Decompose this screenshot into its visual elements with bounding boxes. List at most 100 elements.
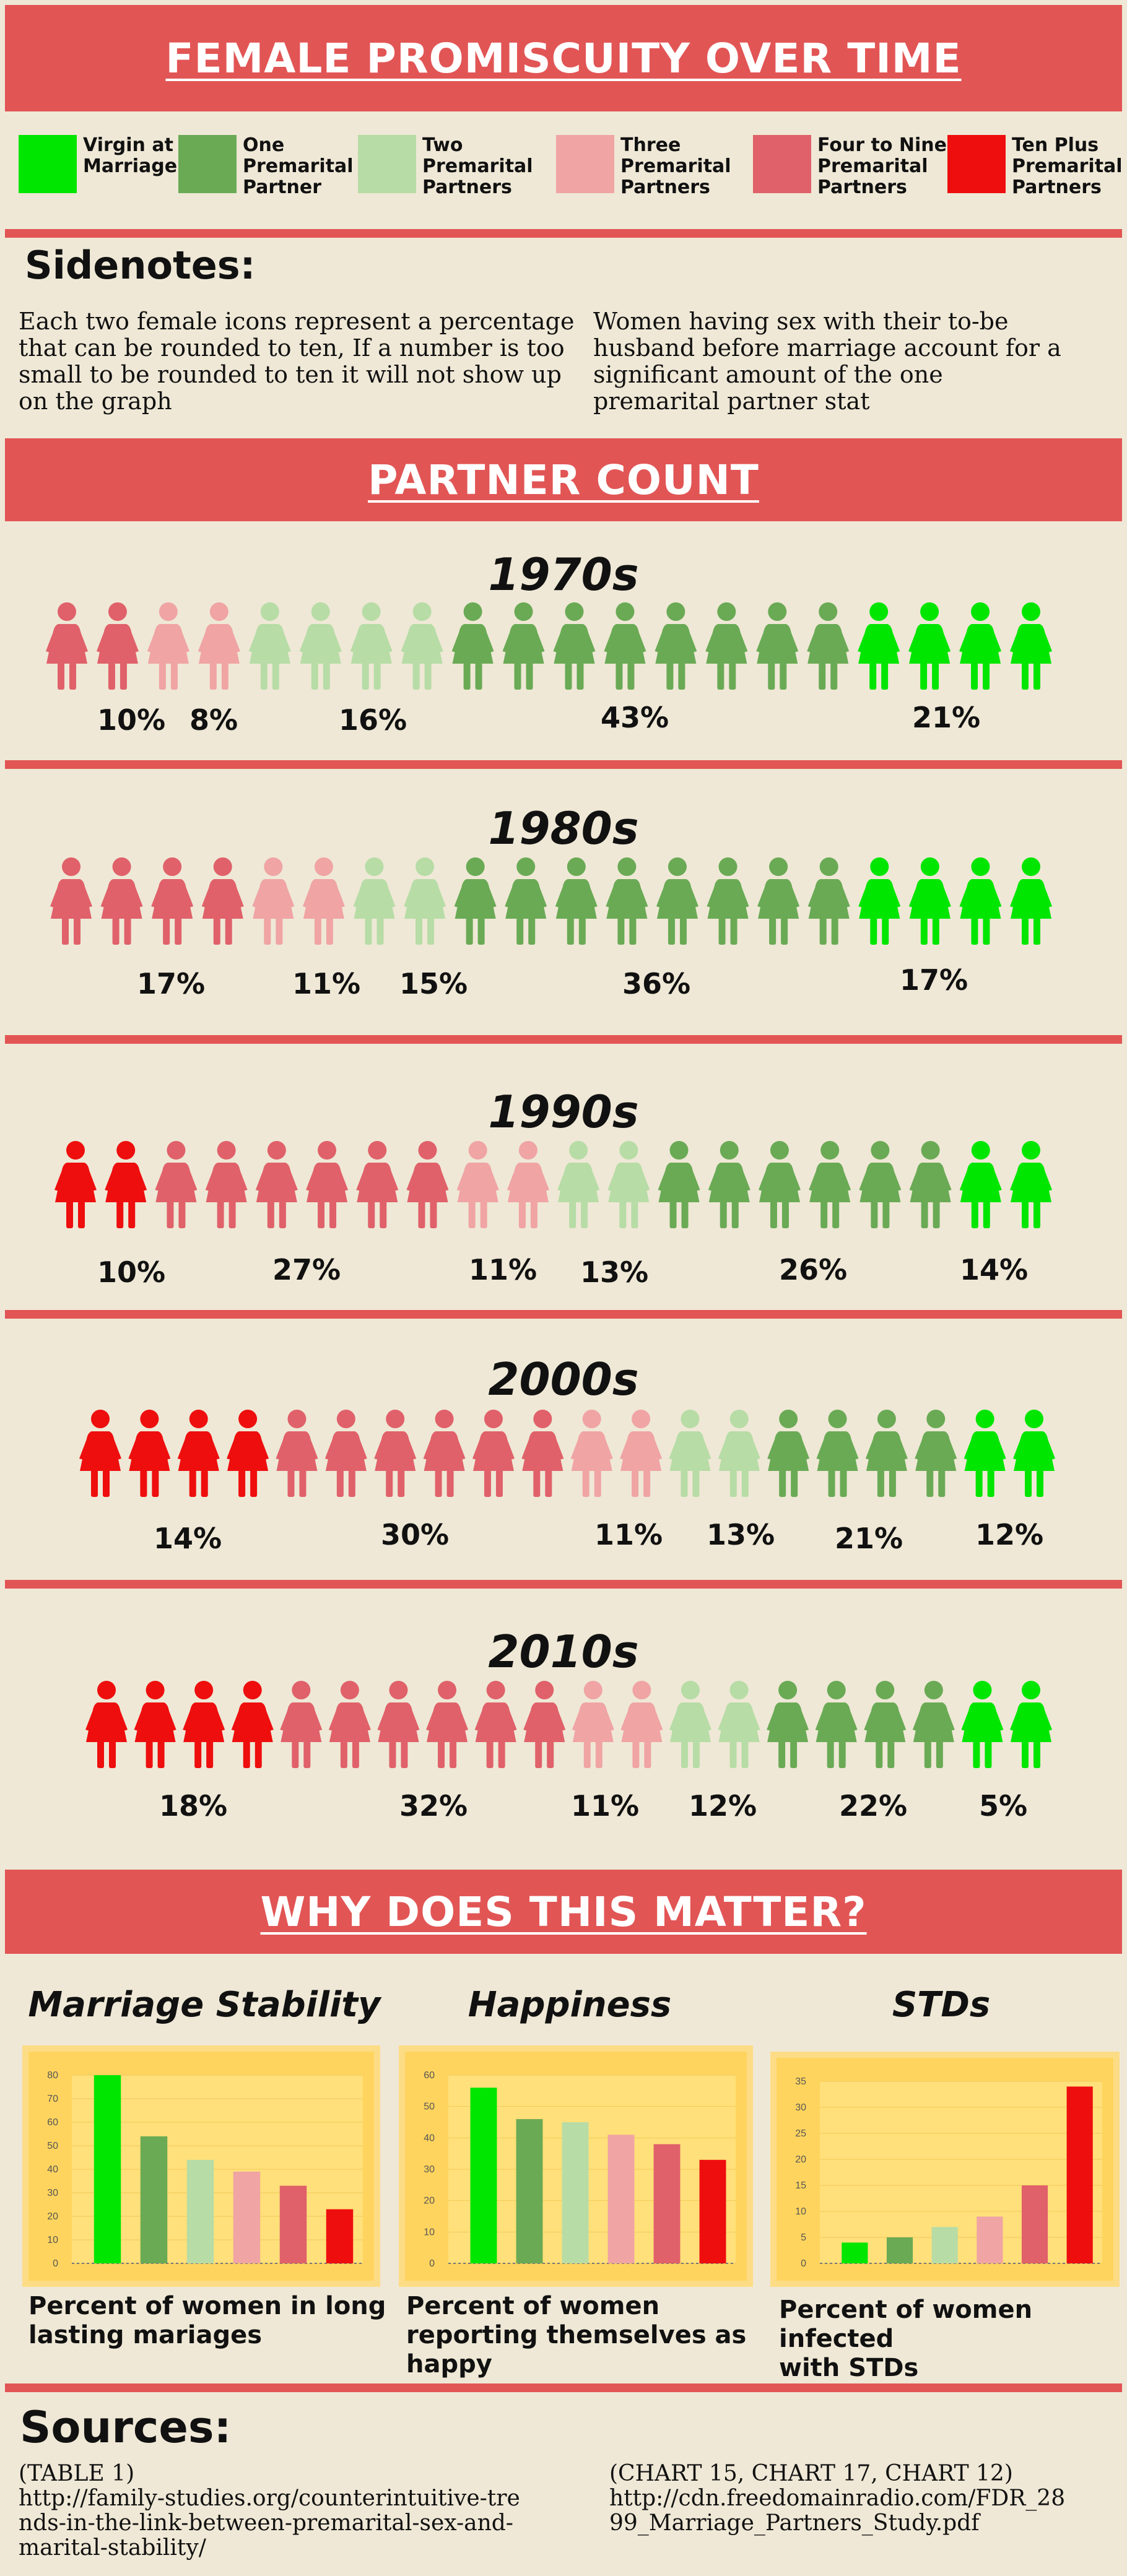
female-icon xyxy=(767,1681,809,1768)
legend-item-four-to-nine: Four to Nine Premarital Partners xyxy=(753,135,947,198)
female-icon xyxy=(46,602,88,690)
y-tick-label: 30 xyxy=(424,2164,435,2175)
percent-label: 21% xyxy=(912,701,981,734)
decade-title: 1990s xyxy=(488,1086,639,1138)
percent-label: 18% xyxy=(159,1789,228,1823)
legend-label-four-to-nine: Four to Nine Premarital Partners xyxy=(817,134,947,198)
female-icon xyxy=(404,857,446,945)
chart-svg: 0 10 20 30 40 50 60 xyxy=(424,2070,736,2269)
legend-swatch-virgin xyxy=(19,135,77,193)
sidenotes-title: Sidenotes: xyxy=(25,243,256,288)
y-tick-label: 50 xyxy=(424,2102,435,2112)
percent-label: 27% xyxy=(272,1253,341,1286)
bar xyxy=(607,2135,635,2263)
divider xyxy=(5,1310,1122,1319)
bar xyxy=(1066,2086,1093,2263)
female-icon xyxy=(915,1410,957,1497)
percent-label: 15% xyxy=(399,967,468,1000)
page-title: FEMALE PROMISCUITY OVER TIME xyxy=(165,34,962,82)
female-icon xyxy=(100,857,143,945)
female-icon xyxy=(865,1410,908,1497)
female-icon xyxy=(809,1141,851,1228)
y-tick-label: 80 xyxy=(47,2070,58,2081)
bar xyxy=(653,2144,681,2263)
legend-item-two-partners: Two Premarital Partners xyxy=(358,135,537,198)
bar xyxy=(233,2171,261,2263)
legend-label-two-partners: Two Premarital Partners xyxy=(422,134,533,198)
bar xyxy=(326,2209,354,2263)
female-icon xyxy=(128,1410,171,1497)
female-icon xyxy=(816,1410,859,1497)
icon-row xyxy=(50,857,1052,945)
bar xyxy=(562,2122,589,2263)
female-icon xyxy=(227,1410,269,1497)
female-icon xyxy=(655,602,697,690)
legend-label-ten-plus: Ten Plus Premarital Partners xyxy=(1012,134,1123,198)
female-icon xyxy=(454,857,497,945)
chart-svg: 0 10 20 30 40 50 60 70 80 xyxy=(47,2070,363,2269)
female-icon xyxy=(908,857,951,945)
female-icon xyxy=(555,857,598,945)
decade-title: 1970s xyxy=(488,549,639,601)
female-icon xyxy=(521,1410,564,1497)
legend-item-three-partners: Three Premarital Partners xyxy=(556,135,735,198)
female-icon xyxy=(134,1681,176,1768)
female-icon xyxy=(959,1141,1002,1228)
female-icon xyxy=(280,1681,323,1768)
female-icon xyxy=(299,602,342,690)
happiness-chart: 0 10 20 30 40 50 60 xyxy=(399,2045,753,2287)
y-tick-label: 10 xyxy=(47,2235,58,2245)
legend-item-ten-plus: Ten Plus Premarital Partners xyxy=(947,135,1126,198)
female-icon xyxy=(205,1141,248,1228)
legend-swatch-ten-plus xyxy=(947,135,1006,193)
percent-label: 30% xyxy=(380,1518,450,1551)
female-icon xyxy=(1010,602,1052,690)
bar xyxy=(931,2227,958,2263)
female-icon xyxy=(505,857,547,945)
legend-item-one-partner: One Premarital Partner xyxy=(178,135,357,198)
bar xyxy=(842,2242,868,2263)
partner-count-title: PARTNER COUNT xyxy=(368,456,759,504)
female-icon xyxy=(757,857,800,945)
y-tick-label: 0 xyxy=(801,2258,806,2269)
female-icon xyxy=(523,1681,566,1768)
female-icon xyxy=(374,1410,417,1497)
female-icon xyxy=(356,1141,399,1228)
female-icon xyxy=(758,1141,801,1228)
female-icon xyxy=(198,602,240,690)
sidenote-left: Each two female icons represent a percen… xyxy=(19,308,575,415)
bar xyxy=(94,2075,121,2263)
female-icon xyxy=(708,1141,751,1228)
decade-title: 2000s xyxy=(488,1353,639,1405)
female-icon xyxy=(324,1410,367,1497)
partner-count-banner: PARTNER COUNT xyxy=(5,438,1122,521)
female-icon xyxy=(959,602,1002,690)
female-icon xyxy=(306,1141,349,1228)
female-icon xyxy=(401,602,443,690)
percent-label: 17% xyxy=(136,967,206,1000)
female-icon xyxy=(553,602,596,690)
percent-label: 13% xyxy=(706,1518,775,1551)
bar xyxy=(186,2159,214,2263)
female-icon xyxy=(807,602,850,690)
female-icon xyxy=(705,602,748,690)
chart-caption: Percent of women in long lasting mariage… xyxy=(28,2292,386,2349)
percent-label: 11% xyxy=(292,967,361,1000)
y-tick-label: 20 xyxy=(795,2154,806,2165)
y-tick-label: 20 xyxy=(424,2196,435,2206)
female-icon xyxy=(1010,1141,1052,1228)
female-icon xyxy=(656,857,698,945)
legend-label-one-partner: One Premarital Partner xyxy=(243,134,354,198)
why-title: WHY DOES THIS MATTER? xyxy=(260,1888,867,1936)
decade-title: 2010s xyxy=(488,1626,639,1678)
female-icon xyxy=(658,1141,700,1228)
legend-swatch-four-to-nine xyxy=(753,135,811,193)
title-banner: FEMALE PROMISCUITY OVER TIME xyxy=(5,5,1122,111)
female-icon xyxy=(183,1681,225,1768)
marriage-stability-chart: 0 10 20 30 40 50 60 70 80 xyxy=(22,2045,380,2287)
female-icon xyxy=(620,1681,663,1768)
icon-row xyxy=(85,1681,1052,1768)
y-tick-label: 30 xyxy=(795,2102,806,2113)
sidenote-right: Women having sex with their to-be husban… xyxy=(593,308,1061,415)
bar xyxy=(516,2118,543,2263)
